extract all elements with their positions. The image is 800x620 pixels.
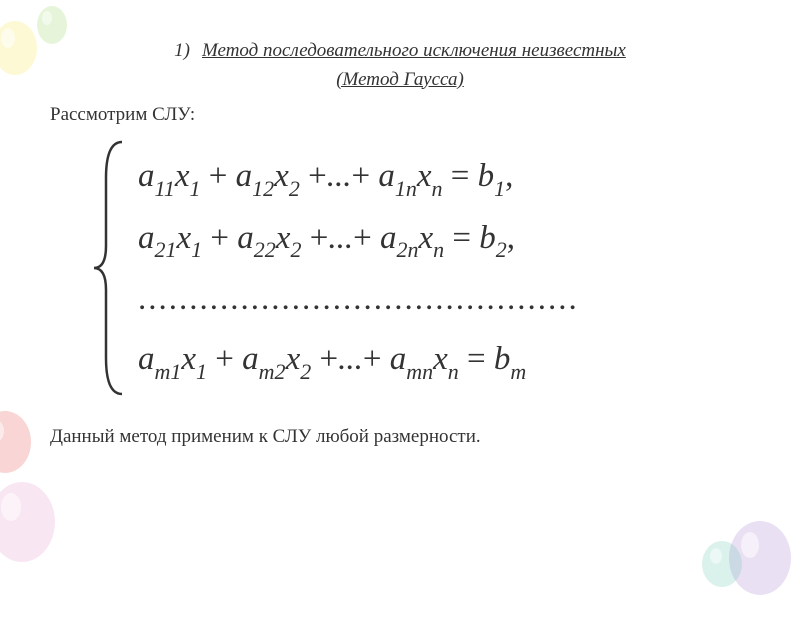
equation-1: a11x1 + a12x2 +...+ a1nxn = b1, bbox=[138, 148, 579, 205]
left-brace-icon bbox=[90, 138, 130, 398]
title-line-2: (Метод Гаусса) bbox=[50, 67, 750, 93]
equation-2: a21x1 + a22x2 +...+ a2nxn = b2, bbox=[138, 210, 579, 267]
slide-content: 1) Метод последовательного исключения неи… bbox=[0, 0, 800, 448]
equation-system: a11x1 + a12x2 +...+ a1nxn = b1, a21x1 + … bbox=[90, 138, 750, 398]
equation-m: am1x1 + am2x2 +...+ amnxn = bm bbox=[138, 331, 579, 388]
title-text-1: Метод последовательного исключения неизв… bbox=[202, 40, 626, 61]
balloon-decoration bbox=[700, 540, 745, 600]
ellipsis-row: ........................................… bbox=[138, 271, 579, 327]
balloon-decoration bbox=[0, 480, 60, 585]
conclusion-text: Данный метод применим к СЛУ любой размер… bbox=[50, 426, 750, 448]
equation-rows: a11x1 + a12x2 +...+ a1nxn = b1, a21x1 + … bbox=[130, 138, 579, 398]
intro-text: Рассмотрим СЛУ: bbox=[50, 104, 750, 126]
title-line-1: 1) Метод последовательного исключения неи… bbox=[50, 38, 750, 64]
list-number: 1) bbox=[174, 38, 190, 64]
